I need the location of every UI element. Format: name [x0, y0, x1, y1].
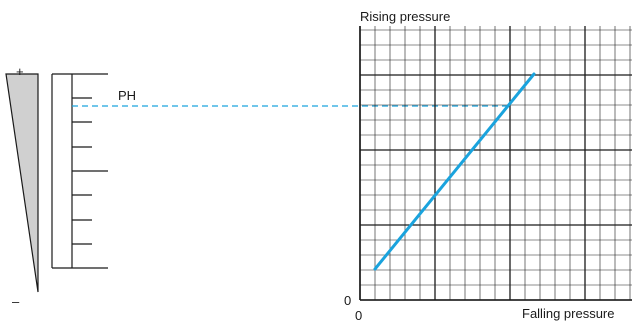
- x-origin-label: 0: [355, 308, 362, 323]
- plus-sign: +: [16, 64, 24, 79]
- scale-bar: [51, 73, 108, 269]
- pressure-wedge: [5, 73, 39, 293]
- characteristic-line: [373, 72, 536, 271]
- ph-marker-label: PH: [118, 88, 136, 103]
- minus-sign: –: [12, 294, 20, 309]
- x-axis-label: Falling pressure: [522, 306, 615, 321]
- graph-grid: [359, 26, 632, 301]
- y-origin-label: 0: [344, 293, 351, 308]
- y-axis-label: Rising pressure: [360, 9, 450, 24]
